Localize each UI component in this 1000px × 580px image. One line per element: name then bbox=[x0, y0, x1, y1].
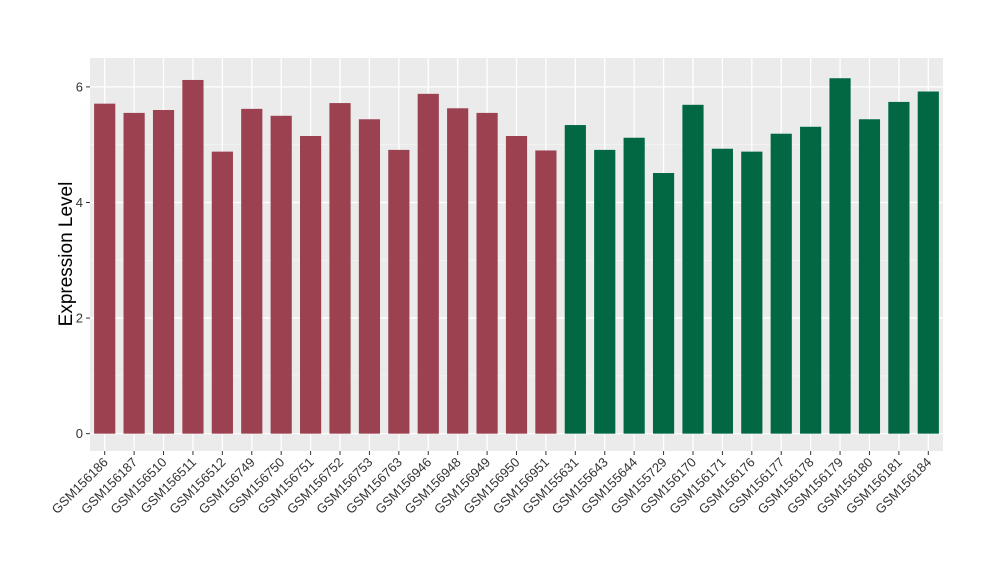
bar-gsm156511 bbox=[182, 79, 204, 434]
bar-gsm156176 bbox=[741, 151, 763, 434]
y-tick-label: 6 bbox=[76, 79, 83, 94]
bar-gsm156749 bbox=[241, 108, 263, 434]
y-tick-label: 0 bbox=[76, 426, 83, 441]
bars bbox=[94, 78, 939, 434]
y-axis-title: Expression Level bbox=[56, 182, 77, 327]
bar-gsm156751 bbox=[300, 136, 322, 434]
bar-gsm155729 bbox=[652, 173, 675, 434]
y-tick-label: 2 bbox=[76, 311, 83, 326]
bar-gsm155644 bbox=[623, 137, 645, 434]
bar-gsm156177 bbox=[770, 133, 792, 434]
bar-gsm156180 bbox=[858, 119, 881, 434]
bar-gsm156948 bbox=[447, 108, 469, 434]
x-axis: GSM156186GSM156187GSM156510GSM156511GSM1… bbox=[49, 451, 934, 517]
bar-gsm156181 bbox=[888, 101, 910, 434]
bar-gsm156750 bbox=[270, 115, 292, 434]
bar-gsm156171 bbox=[711, 148, 733, 434]
y-axis: 0 2 4 6 bbox=[76, 79, 90, 441]
bar-gsm156510 bbox=[152, 110, 175, 434]
bar-gsm156512 bbox=[211, 151, 233, 434]
bar-gsm156753 bbox=[358, 119, 381, 434]
bar-gsm156763 bbox=[388, 149, 410, 434]
bar-gsm156184 bbox=[917, 91, 939, 434]
bar-gsm156186 bbox=[94, 103, 116, 434]
bar-gsm155643 bbox=[594, 149, 616, 434]
bar-gsm156951 bbox=[535, 150, 557, 434]
bar-gsm156752 bbox=[329, 103, 351, 434]
bar-gsm156187 bbox=[123, 112, 145, 434]
bar-gsm156170 bbox=[682, 104, 704, 434]
bar-gsm156178 bbox=[800, 126, 822, 434]
bar-gsm156179 bbox=[829, 78, 851, 434]
bar-gsm156949 bbox=[476, 112, 498, 434]
y-tick-label: 4 bbox=[76, 195, 83, 210]
bar-gsm155631 bbox=[564, 125, 586, 434]
bar-gsm156950 bbox=[505, 136, 528, 434]
bar-gsm156946 bbox=[417, 93, 439, 434]
